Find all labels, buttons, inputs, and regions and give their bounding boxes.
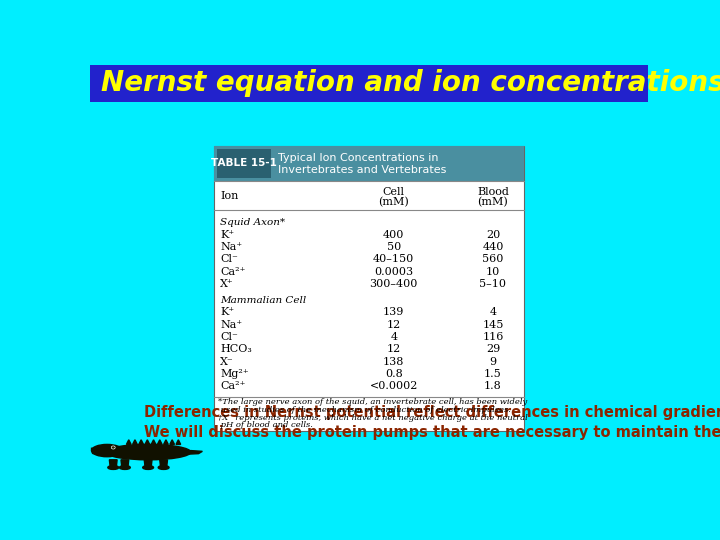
Ellipse shape	[120, 465, 130, 469]
Text: *The large nerve axon of the squid, an invertebrate cell, has been widely: *The large nerve axon of the squid, an i…	[218, 398, 527, 406]
Ellipse shape	[143, 465, 153, 469]
Polygon shape	[160, 460, 168, 467]
Text: K⁺: K⁺	[220, 230, 234, 240]
Ellipse shape	[112, 447, 114, 448]
Text: Ca²⁺: Ca²⁺	[220, 267, 246, 276]
Text: 1.8: 1.8	[484, 381, 502, 391]
Bar	[90, 65, 648, 102]
Text: Typical Ion Concentrations in: Typical Ion Concentrations in	[277, 153, 438, 163]
Text: Na⁺: Na⁺	[220, 242, 243, 252]
Text: Cell: Cell	[383, 187, 405, 197]
Text: Invertebrates and Vertebrates: Invertebrates and Vertebrates	[277, 165, 446, 176]
Text: 138: 138	[383, 356, 405, 367]
Text: 12: 12	[387, 320, 401, 329]
Text: Ca²⁺: Ca²⁺	[220, 381, 246, 391]
Text: 560: 560	[482, 254, 504, 264]
Text: 440: 440	[482, 242, 504, 252]
Polygon shape	[145, 440, 150, 444]
Text: 9: 9	[490, 356, 497, 367]
Text: 12: 12	[387, 345, 401, 354]
Polygon shape	[132, 440, 138, 444]
Ellipse shape	[112, 446, 115, 449]
Text: 0.8: 0.8	[385, 369, 402, 379]
Polygon shape	[158, 440, 162, 444]
Polygon shape	[163, 440, 168, 444]
Polygon shape	[139, 440, 143, 444]
Ellipse shape	[91, 444, 122, 457]
Text: 1.5: 1.5	[484, 369, 502, 379]
Text: (mM): (mM)	[379, 197, 409, 207]
Text: 50: 50	[387, 242, 401, 252]
Text: Differences in Nernst potential reflect differences in chemical gradients!: Differences in Nernst potential reflect …	[144, 406, 720, 420]
Text: Mammalian Cell: Mammalian Cell	[220, 296, 307, 305]
Text: HCO₃: HCO₃	[220, 345, 252, 354]
Text: 145: 145	[482, 320, 504, 329]
Text: Blood: Blood	[477, 187, 509, 197]
Text: TABLE 15-1: TABLE 15-1	[211, 158, 277, 168]
Text: 5–10: 5–10	[480, 279, 506, 289]
Ellipse shape	[106, 444, 191, 460]
Text: Na⁺: Na⁺	[220, 320, 243, 329]
Text: 4: 4	[390, 332, 397, 342]
Bar	[217, 148, 271, 178]
Polygon shape	[121, 460, 129, 467]
Text: †X⁻ represents proteins, which have a net negative charge at the neutral: †X⁻ represents proteins, which have a ne…	[218, 414, 528, 422]
Text: 20: 20	[486, 230, 500, 240]
Text: 300–400: 300–400	[369, 279, 418, 289]
Text: We will discuss the protein pumps that are necessary to maintain these gradients: We will discuss the protein pumps that a…	[144, 424, 720, 440]
Text: 0.0003: 0.0003	[374, 267, 413, 276]
Text: 4: 4	[490, 307, 497, 318]
Text: 40–150: 40–150	[373, 254, 415, 264]
Text: pH of blood and cells.: pH of blood and cells.	[218, 421, 312, 429]
Text: Squid Axon*: Squid Axon*	[220, 218, 285, 227]
Ellipse shape	[158, 465, 169, 469]
Text: Cl⁻: Cl⁻	[220, 254, 238, 264]
Polygon shape	[144, 460, 152, 467]
Text: 139: 139	[383, 307, 405, 318]
Text: 10: 10	[486, 267, 500, 276]
Polygon shape	[181, 450, 202, 455]
Ellipse shape	[108, 465, 119, 469]
Polygon shape	[170, 440, 174, 444]
Polygon shape	[176, 440, 181, 444]
Text: Ion: Ion	[220, 192, 238, 201]
Polygon shape	[91, 450, 109, 453]
Text: Mg²⁺: Mg²⁺	[220, 369, 249, 379]
Text: Cl⁻: Cl⁻	[220, 332, 238, 342]
Polygon shape	[109, 460, 117, 467]
Text: 29: 29	[486, 345, 500, 354]
Text: (mM): (mM)	[477, 197, 508, 207]
Text: K⁺: K⁺	[220, 307, 234, 318]
Polygon shape	[151, 440, 156, 444]
Bar	[214, 146, 524, 181]
Text: Nernst equation and ion concentrations: Nernst equation and ion concentrations	[101, 69, 720, 97]
Polygon shape	[91, 448, 109, 450]
Polygon shape	[127, 440, 131, 444]
Bar	[214, 146, 524, 430]
Text: X⁻: X⁻	[220, 356, 234, 367]
Text: 400: 400	[383, 230, 405, 240]
Text: <0.0002: <0.0002	[369, 381, 418, 391]
Text: 116: 116	[482, 332, 504, 342]
Text: used in studies of the mechanism of conduction of electric impulses.: used in studies of the mechanism of cond…	[218, 406, 510, 414]
Text: X⁺: X⁺	[220, 279, 234, 289]
